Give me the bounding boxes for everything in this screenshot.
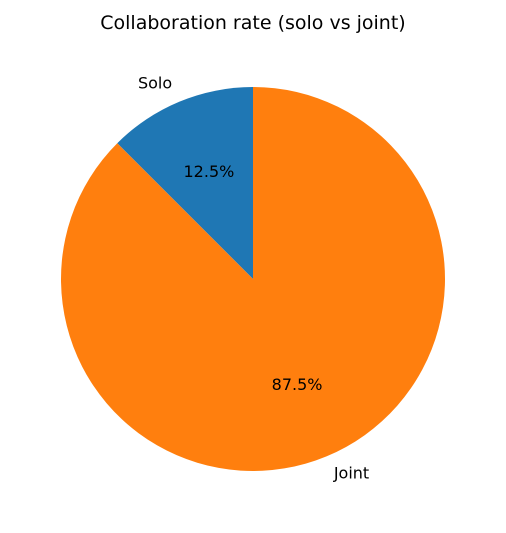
pie-slices — [61, 87, 445, 471]
slice-label-joint: Joint — [333, 464, 369, 483]
slice-label-solo: Solo — [138, 73, 172, 92]
chart-title: Collaboration rate (solo vs joint) — [100, 12, 405, 34]
slice-percent-joint: 87.5% — [272, 375, 323, 394]
slice-percent-solo: 12.5% — [184, 162, 235, 181]
pie-slice-solo — [117, 87, 253, 279]
pie-slice-joint — [61, 87, 445, 471]
pie-labels: Solo 12.5% Joint 87.5% — [138, 73, 369, 482]
